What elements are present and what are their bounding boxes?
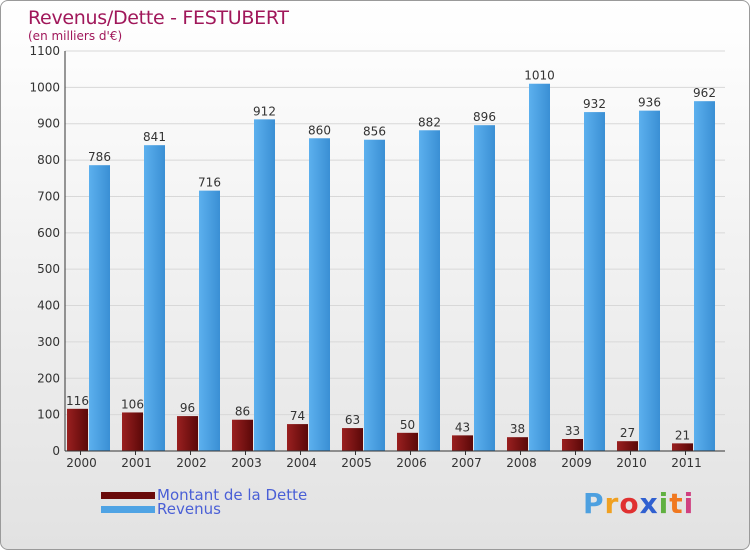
bar-revenus [254, 119, 275, 451]
brand-logo: Proxiti [583, 487, 695, 520]
bar-revenus [474, 125, 495, 451]
axes: 0 100 200 300 400 500 600 700 800 900 1000 1100 2000… [29, 44, 725, 470]
data-label-dette: 106 [121, 397, 144, 411]
x-tick-label: 2000 [66, 456, 97, 470]
bar-dette [507, 437, 528, 451]
bar-dette [177, 416, 198, 451]
legend-swatch-dette [101, 492, 155, 499]
bar-dette [452, 435, 473, 451]
bar-dette [67, 408, 88, 451]
x-tick-label: 2011 [671, 456, 702, 470]
x-tick-label: 2010 [616, 456, 647, 470]
y-tick-label: 1100 [29, 44, 60, 58]
data-label-dette: 38 [510, 422, 525, 436]
bar-revenus [144, 145, 165, 451]
bar-revenus [639, 110, 660, 452]
grid [65, 50, 725, 416]
bar-revenus [694, 101, 715, 451]
x-tick-label: 2004 [286, 456, 317, 470]
data-label-dette: 21 [675, 428, 690, 442]
y-tick-label: 1000 [29, 80, 60, 94]
y-tick-label: 200 [37, 371, 60, 385]
x-tick-label: 2002 [176, 456, 207, 470]
data-label-dette: 116 [66, 394, 89, 408]
bar-dette [617, 441, 638, 451]
data-label-revenus: 936 [638, 96, 661, 110]
y-tick-label: 800 [37, 153, 60, 167]
data-label-dette: 63 [345, 413, 360, 427]
legend-swatch-revenus [101, 506, 155, 513]
bars: 116 786 106 841 96 716 86 912 74 860 63 856 50 882 43 8… [66, 69, 716, 452]
bar-dette [342, 428, 363, 451]
chart-subtitle: (en milliers d'€) [28, 29, 123, 43]
data-label-dette: 86 [235, 405, 250, 419]
y-tick-label: 300 [37, 335, 60, 349]
y-tick-label: 900 [37, 117, 60, 131]
data-label-dette: 27 [620, 426, 635, 440]
y-tick-label: 100 [37, 408, 60, 422]
x-tick-label: 2008 [506, 456, 537, 470]
bar-revenus [529, 83, 550, 452]
bar-dette [287, 424, 308, 451]
data-label-revenus: 962 [693, 86, 716, 100]
data-label-revenus: 786 [88, 150, 111, 164]
bar-revenus [199, 190, 220, 452]
x-tick-label: 2009 [561, 456, 592, 470]
data-label-dette: 33 [565, 424, 580, 438]
x-tick-label: 2007 [451, 456, 482, 470]
data-label-revenus: 896 [473, 110, 496, 124]
bar-dette [672, 443, 693, 451]
bar-revenus [364, 139, 385, 451]
data-label-dette: 50 [400, 418, 415, 432]
bar-revenus [419, 130, 440, 452]
data-label-revenus: 932 [583, 97, 606, 111]
x-tick-label: 2006 [396, 456, 427, 470]
data-label-revenus: 856 [363, 125, 386, 139]
chart-title: Revenus/Dette - FESTUBERT [28, 7, 289, 29]
data-label-dette: 74 [290, 409, 305, 423]
x-tick-label: 2001 [121, 456, 152, 470]
bar-revenus [309, 138, 330, 452]
bar-revenus [584, 112, 605, 451]
data-label-revenus: 912 [253, 104, 276, 118]
data-label-dette: 96 [180, 401, 195, 415]
y-tick-label: 0 [52, 444, 60, 458]
bar-dette [122, 412, 143, 451]
data-label-revenus: 860 [308, 123, 331, 137]
bar-dette [562, 439, 583, 451]
y-tick-label: 700 [37, 189, 60, 203]
x-tick-label: 2003 [231, 456, 262, 470]
y-tick-label: 500 [37, 262, 60, 276]
data-label-revenus: 1010 [524, 69, 555, 83]
data-label-revenus: 716 [198, 176, 221, 190]
data-label-revenus: 882 [418, 115, 441, 129]
y-tick-label: 400 [37, 299, 60, 313]
data-label-dette: 43 [455, 420, 470, 434]
y-tick-label: 600 [37, 226, 60, 240]
bar-revenus [89, 165, 110, 451]
data-label-revenus: 841 [143, 130, 166, 144]
legend-label-dette: Montant de la Dette [157, 486, 308, 504]
bar-dette [397, 432, 418, 451]
x-tick-label: 2005 [341, 456, 372, 470]
legend-label-revenus: Revenus [157, 500, 221, 518]
bar-dette [232, 419, 253, 451]
